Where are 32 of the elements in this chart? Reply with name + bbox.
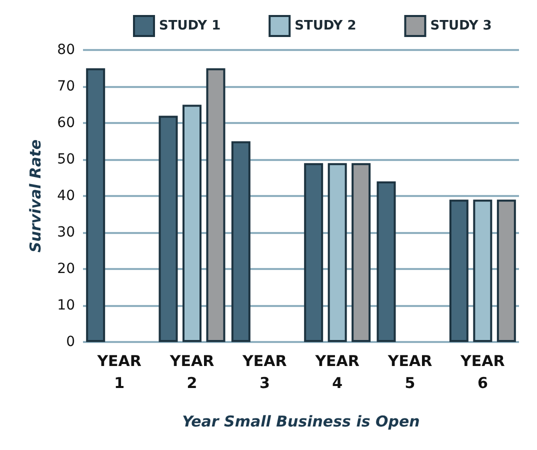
y-tick-label: 60 bbox=[57, 115, 75, 131]
bar bbox=[376, 181, 396, 342]
bar bbox=[182, 104, 202, 342]
x-tick-label: YEAR 6 bbox=[460, 352, 506, 392]
x-tick-label: YEAR 2 bbox=[168, 352, 215, 392]
bar bbox=[473, 200, 492, 342]
x-tick-label: YEAR 4 bbox=[314, 352, 360, 392]
x-tick-label: YEAR 1 bbox=[96, 352, 142, 392]
bar bbox=[352, 163, 371, 342]
bar bbox=[206, 68, 226, 342]
bar bbox=[304, 163, 324, 342]
bar bbox=[496, 200, 516, 342]
x-tick-label: YEAR 3 bbox=[242, 352, 288, 392]
bar bbox=[328, 163, 347, 342]
legend-label: STUDY 3 bbox=[430, 18, 492, 34]
y-tick-label: 40 bbox=[57, 188, 75, 204]
y-axis-title: Survival Rate bbox=[26, 139, 44, 253]
y-tick-label: 10 bbox=[57, 298, 75, 314]
x-axis-title: Year Small Business is Open bbox=[182, 412, 420, 430]
bar bbox=[449, 200, 468, 342]
bar bbox=[231, 141, 250, 342]
bar bbox=[158, 116, 178, 342]
bar bbox=[86, 68, 106, 342]
legend-label: STUDY 1 bbox=[159, 18, 221, 34]
x-tick-label: YEAR 5 bbox=[386, 352, 433, 392]
y-tick-label: 30 bbox=[57, 224, 75, 240]
y-tick-label: 20 bbox=[57, 261, 75, 277]
y-tick-label: 0 bbox=[66, 334, 75, 350]
legend-label: STUDY 2 bbox=[294, 18, 356, 34]
y-tick-label: 50 bbox=[57, 152, 75, 168]
y-tick-label: 70 bbox=[57, 78, 75, 94]
y-tick-label: 80 bbox=[57, 42, 75, 58]
